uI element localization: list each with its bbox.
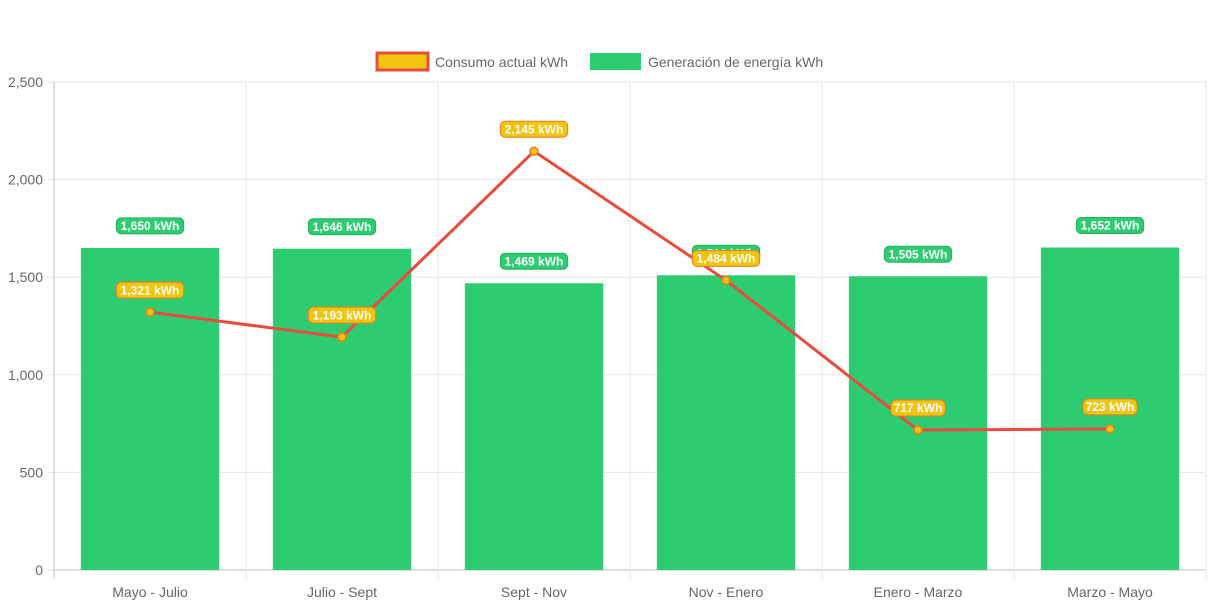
bar-data-label: 1,469 kWh xyxy=(499,252,569,270)
y-tick-label: 0 xyxy=(35,562,43,578)
line-point-consumo[interactable] xyxy=(337,332,347,342)
legend-item-consumo[interactable]: Consumo actual kWh xyxy=(375,51,568,72)
line-consumo[interactable] xyxy=(149,149,1111,432)
line-point-consumo[interactable] xyxy=(1105,424,1115,434)
axis-layer: 0 500 1,000 1,500 2,000 2,500 Mayo - Julio Juli… xyxy=(8,74,1153,600)
line-data-label-bg xyxy=(115,281,185,299)
line-data-label-text: 2,145 kWh xyxy=(505,122,564,136)
line-data-label: 723 kWh xyxy=(1082,398,1138,416)
bar-layer xyxy=(80,247,1180,571)
bar-data-label: 1,646 kWh xyxy=(307,218,377,236)
legend[interactable]: Consumo actual kWh Generación de energía … xyxy=(375,51,823,72)
bar-data-label: 1,652 kWh xyxy=(1075,217,1145,235)
line-point-consumo[interactable] xyxy=(913,425,923,435)
y-tick-label: 500 xyxy=(20,464,44,480)
x-tick-label: Nov - Enero xyxy=(689,584,764,600)
bar-data-label-text: 1,652 kWh xyxy=(1081,219,1140,233)
bar-data-label: 1,650 kWh xyxy=(115,217,185,235)
line-data-label-bg xyxy=(890,399,946,417)
bar-data-label-bg xyxy=(499,252,569,270)
x-tick-label: Marzo - Mayo xyxy=(1067,584,1153,600)
line-data-label-text: 1,321 kWh xyxy=(121,283,180,297)
y-tick-label: 2,000 xyxy=(8,172,43,188)
bar-data-label-bg xyxy=(1075,217,1145,235)
y-tick-label: 1,500 xyxy=(8,269,43,285)
legend-label-consumo: Consumo actual kWh xyxy=(435,54,568,70)
line-data-label-bg xyxy=(1082,398,1138,416)
bar-generacion[interactable] xyxy=(848,276,988,570)
line-data-label-bg xyxy=(307,306,377,324)
legend-item-generacion[interactable]: Generación de energía kWh xyxy=(590,53,823,70)
bar-generacion[interactable] xyxy=(272,248,412,570)
bar-data-label-text: 1,469 kWh xyxy=(505,254,564,268)
line-data-label: 2,145 kWh xyxy=(499,120,569,138)
line-data-label: 717 kWh xyxy=(890,399,946,417)
bar-data-label-text: 1,650 kWh xyxy=(121,219,180,233)
line-data-label: 1,321 kWh xyxy=(115,281,185,299)
line-data-label-text: 1,484 kWh xyxy=(697,252,756,266)
bar-data-label-bg xyxy=(307,218,377,236)
bar-generacion[interactable] xyxy=(464,283,604,570)
x-tick-label: Enero - Marzo xyxy=(874,584,963,600)
bar-generacion[interactable] xyxy=(80,247,220,571)
x-tick-label: Mayo - Julio xyxy=(112,584,188,600)
legend-label-generacion: Generación de energía kWh xyxy=(648,54,823,70)
bar-data-label-bg xyxy=(115,217,185,235)
line-data-label: 1,193 kWh xyxy=(307,306,377,324)
line-data-label-text: 1,193 kWh xyxy=(313,308,372,322)
line-point-consumo[interactable] xyxy=(145,307,155,317)
legend-swatch-consumo xyxy=(375,51,430,72)
grid-layer xyxy=(48,81,1207,578)
line-data-label: 1,484 kWh xyxy=(691,249,761,267)
line-data-label-bg xyxy=(499,120,569,138)
line-data-label-bg xyxy=(691,249,761,267)
line-point-consumo[interactable] xyxy=(529,146,539,157)
line-data-label-text: 723 kWh xyxy=(1086,400,1135,414)
bar-data-label-text: 1,505 kWh xyxy=(889,247,948,261)
line-layer xyxy=(145,146,1115,435)
y-tick-label: 1,000 xyxy=(8,367,43,383)
legend-swatch-generacion xyxy=(590,53,641,70)
x-tick-label: Julio - Sept xyxy=(307,584,377,600)
x-tick-label: Sept - Nov xyxy=(501,584,567,600)
bar-generacion[interactable] xyxy=(656,275,796,570)
line-point-consumo[interactable] xyxy=(721,275,731,286)
bar-data-label: 1,505 kWh xyxy=(883,245,953,263)
bar-data-label-text: 1,646 kWh xyxy=(313,220,372,234)
y-tick-label: 2,500 xyxy=(8,74,43,90)
bar-data-label-bg xyxy=(883,245,953,263)
line-data-label-text: 717 kWh xyxy=(894,401,943,415)
